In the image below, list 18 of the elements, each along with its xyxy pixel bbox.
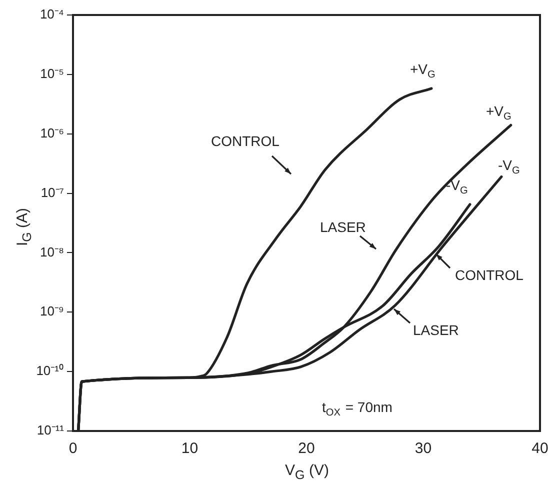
y-tick-label: 10⁻¹¹ [36, 422, 65, 438]
y-tick-label: 10⁻¹⁰ [36, 363, 64, 378]
annotation: LASER [413, 322, 459, 338]
y-tick-label: 10⁻⁷ [40, 184, 64, 200]
annotation: LASER [320, 218, 366, 235]
annotation: CONTROL [455, 266, 524, 283]
x-tick-label: 20 [298, 440, 315, 458]
y-tick-label: 10⁻⁸ [40, 244, 64, 260]
y-tick-label: 10⁻⁴ [40, 6, 64, 22]
y-tick-label: 10⁻⁶ [40, 125, 64, 140]
x-tick-label: 40 [532, 440, 548, 458]
x-tick-label: 10 [181, 440, 198, 458]
x-tick-label: 30 [414, 440, 432, 458]
y-tick-label: 10⁻⁵ [40, 66, 64, 82]
annotation: CONTROL [211, 132, 280, 149]
y-tick-label: 10⁻⁹ [40, 304, 64, 319]
x-tick-label: 0 [68, 440, 78, 458]
x-axis-title: V$_{G}$ (V) [284, 462, 330, 482]
